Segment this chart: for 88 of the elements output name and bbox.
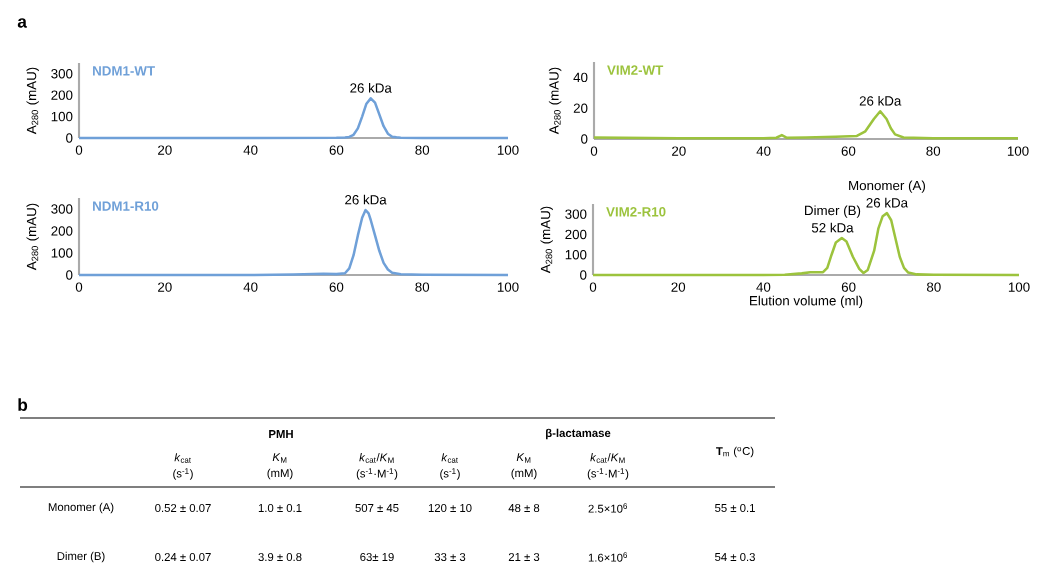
x-tick-label: 100 xyxy=(1007,146,1029,156)
x-tick-label: 0 xyxy=(75,145,83,155)
annotation: 26 kDa xyxy=(350,82,392,93)
y-tick-label: 0 xyxy=(580,270,587,280)
text: 21 ± 3 xyxy=(508,553,540,562)
text: 507 ± 45 xyxy=(355,504,399,513)
x-tick-label: 80 xyxy=(415,145,430,155)
text: (mM) xyxy=(511,468,537,480)
text: NDM1-R10 xyxy=(93,201,159,211)
x-axis-title: Elution volume (ml) xyxy=(750,295,863,309)
annotation: Monomer (A) xyxy=(849,180,925,193)
x-tick-label: 20 xyxy=(158,282,172,292)
annotation: Dimer (B) xyxy=(805,205,861,218)
text: 3.9 ± 0.8 xyxy=(258,553,302,562)
text: 120 ± 10 xyxy=(428,504,472,513)
y-tick-label: 0 xyxy=(66,133,73,143)
y-tick-label: 300 xyxy=(51,204,73,214)
text: 33 ± 3 xyxy=(434,553,466,562)
text: (s$^{-1}$) xyxy=(173,468,193,480)
text: 1.6×10$^{6}$ xyxy=(588,552,628,562)
annotation: 26 kDa xyxy=(859,95,902,106)
x-tick-label: 100 xyxy=(497,145,519,155)
text: T$_{m}$ ($^{o}$C) xyxy=(716,446,754,458)
text: VIM2-R10 xyxy=(606,207,666,217)
x-tick-label: 20 xyxy=(672,146,686,156)
x-tick-label: 0 xyxy=(590,146,598,156)
text: (s$^{-1}$·M$^{-1}$) xyxy=(587,468,629,480)
text: 54 ± 0.3 xyxy=(715,553,755,562)
x-tick-label: 40 xyxy=(756,282,771,292)
y-axis-title: A$_{280}$ (mAU) xyxy=(548,67,562,135)
x-tick-label: 20 xyxy=(158,145,172,155)
y-axis-title: A$_{280}$ (mAU) xyxy=(26,67,39,135)
y-tick-label: 100 xyxy=(51,248,73,258)
y-tick-label: 20 xyxy=(573,103,588,113)
x-tick-label: 60 xyxy=(329,145,344,155)
text: (mM) xyxy=(267,468,293,480)
text: a xyxy=(17,18,28,28)
y-tick-label: 200 xyxy=(51,90,73,100)
text: b xyxy=(18,398,28,411)
text: K$_{M}$ xyxy=(516,453,531,463)
x-tick-label: 0 xyxy=(589,282,597,292)
text: 48 ± 8 xyxy=(508,504,540,513)
x-tick-label: 100 xyxy=(497,282,519,292)
text: 0.24 ± 0.07 xyxy=(155,553,211,562)
x-tick-label: 40 xyxy=(756,146,771,156)
text: (s$^{-1}$·M$^{-1}$) xyxy=(356,468,398,480)
text: Dimer (B) xyxy=(57,551,105,563)
text: k$_{cat}$ xyxy=(441,453,458,463)
annotation: 52 kDa xyxy=(811,222,854,233)
x-tick-label: 60 xyxy=(329,282,344,292)
annotation: 26 kDa xyxy=(345,194,387,205)
text: (s$^{-1}$) xyxy=(440,468,460,480)
x-tick-label: 60 xyxy=(841,146,856,156)
text: 63± 19 xyxy=(360,553,394,562)
y-axis-title: A$_{280}$ (mAU) xyxy=(26,203,39,271)
x-tick-label: 40 xyxy=(243,145,258,155)
y-axis-title: A$_{280}$ (mAU) xyxy=(540,206,553,274)
text: PMH xyxy=(269,430,293,438)
y-tick-label: 200 xyxy=(565,229,587,240)
text: K$_{M}$ xyxy=(272,453,287,463)
y-tick-label: 300 xyxy=(565,209,587,219)
text: NDM1-WT xyxy=(93,66,155,76)
text: k$_{cat}$ xyxy=(174,453,191,463)
x-tick-label: 80 xyxy=(926,282,941,292)
y-tick-label: 0 xyxy=(581,134,588,144)
text: k$_{cat}$/K$_{M}$ xyxy=(359,453,394,463)
y-tick-label: 300 xyxy=(51,69,73,79)
y-tick-label: 0 xyxy=(66,270,73,280)
text: 55 ± 0.1 xyxy=(715,504,755,513)
x-tick-label: 100 xyxy=(1008,282,1030,292)
x-tick-label: 0 xyxy=(75,282,83,292)
x-tick-label: 60 xyxy=(841,282,856,292)
y-tick-label: 100 xyxy=(565,250,587,260)
y-tick-label: 100 xyxy=(51,111,73,122)
text: 1.0 ± 0.1 xyxy=(258,504,302,513)
text: 2.5×10$^{6}$ xyxy=(588,503,628,513)
y-tick-label: 40 xyxy=(573,72,588,83)
y-tick-label: 200 xyxy=(51,226,73,236)
x-tick-label: 80 xyxy=(926,146,941,156)
text: β-lactamase xyxy=(546,428,611,440)
text: k$_{cat}$/K$_{M}$ xyxy=(590,453,625,463)
x-tick-label: 80 xyxy=(415,282,430,292)
annotation: 26 kDa xyxy=(866,197,909,208)
text: 0.52 ± 0.07 xyxy=(155,504,211,513)
text: VIM2-WT xyxy=(607,65,664,75)
text: Monomer (A) xyxy=(48,502,114,514)
x-tick-label: 20 xyxy=(671,282,686,292)
x-tick-label: 40 xyxy=(243,282,258,292)
